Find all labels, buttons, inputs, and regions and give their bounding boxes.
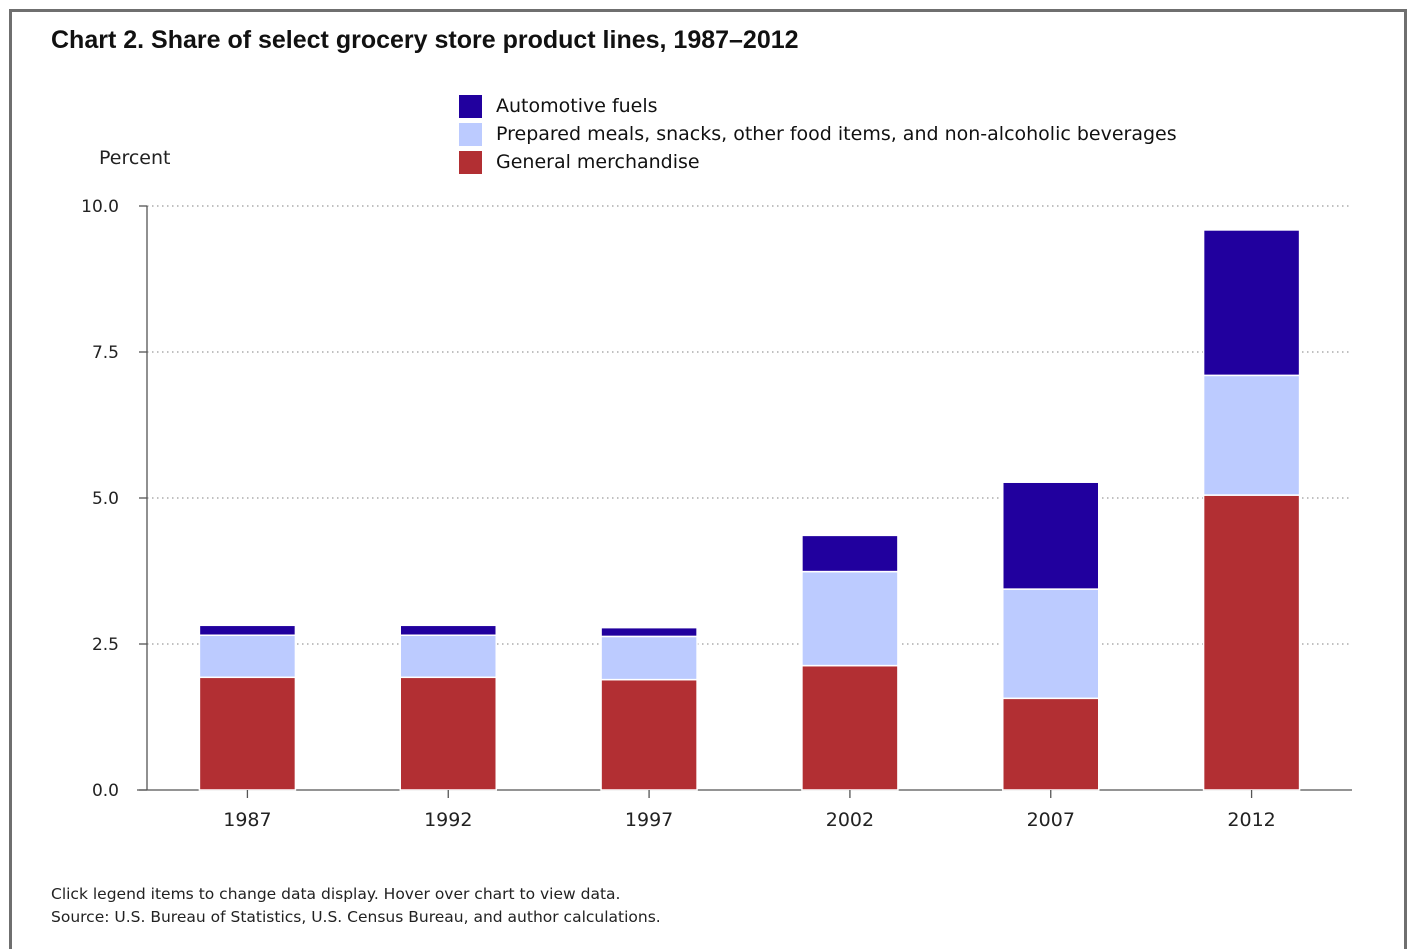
y-tick-label: 5.0 <box>92 489 119 509</box>
bar-prepared-meals-1997[interactable] <box>600 635 698 681</box>
x-tick-label: 1987 <box>223 809 271 831</box>
bar-general-merchandise-1987[interactable] <box>198 676 297 791</box>
x-tick-label: 1997 <box>625 809 673 831</box>
x-tick-label: 2007 <box>1027 809 1075 831</box>
legend-label-automotive-fuels: Automotive fuels <box>496 95 658 117</box>
bar-automotive-fuels-2012[interactable] <box>1202 229 1301 377</box>
legend-swatch-prepared-meals <box>459 122 482 146</box>
bar-prepared-meals-1992[interactable] <box>399 634 497 679</box>
bar-automotive-fuels-1987[interactable] <box>198 624 297 636</box>
bar-general-merchandise-2002[interactable] <box>801 664 899 791</box>
bar-prepared-meals-2002[interactable] <box>801 570 899 667</box>
bar-automotive-fuels-1992[interactable] <box>399 624 497 636</box>
legend-swatch-general-merchandise <box>459 150 482 174</box>
x-tick-label: 2002 <box>826 809 874 831</box>
bar-general-merchandise-1997[interactable] <box>600 678 698 791</box>
legend-item-prepared-meals[interactable]: Prepared meals, snacks, other food items… <box>459 120 1177 148</box>
bar-prepared-meals-2007[interactable] <box>1002 588 1100 700</box>
y-tick-label: 2.5 <box>92 635 119 655</box>
y-tick-label: 10.0 <box>81 197 119 217</box>
bar-automotive-fuels-2002[interactable] <box>801 534 899 573</box>
chart-frame <box>9 9 1407 949</box>
legend-item-general-merchandise[interactable]: General merchandise <box>459 148 1177 176</box>
bar-prepared-meals-1987[interactable] <box>198 634 297 679</box>
x-tick-label: 1992 <box>424 809 472 831</box>
legend-label-prepared-meals: Prepared meals, snacks, other food items… <box>496 123 1177 145</box>
legend-swatch-automotive-fuels <box>459 94 482 118</box>
bar-prepared-meals-2012[interactable] <box>1202 374 1301 496</box>
chart-legend: Automotive fuels Prepared meals, snacks,… <box>459 92 1177 176</box>
bar-general-merchandise-2012[interactable] <box>1202 494 1301 791</box>
source-note: Source: U.S. Bureau of Statistics, U.S. … <box>51 908 661 926</box>
interaction-note: Click legend items to change data displa… <box>51 885 621 903</box>
x-tick-label: 2012 <box>1227 809 1275 831</box>
chart-title: Chart 2. Share of select grocery store p… <box>51 26 799 54</box>
y-tick-label: 7.5 <box>92 343 119 363</box>
bar-general-merchandise-1992[interactable] <box>399 676 497 791</box>
legend-item-automotive-fuels[interactable]: Automotive fuels <box>459 92 1177 120</box>
y-tick-label: 0.0 <box>92 781 119 801</box>
y-axis-unit-label: Percent <box>99 147 171 169</box>
bar-general-merchandise-2007[interactable] <box>1002 697 1100 791</box>
legend-label-general-merchandise: General merchandise <box>496 151 700 173</box>
bar-automotive-fuels-2007[interactable] <box>1002 481 1100 590</box>
bar-automotive-fuels-1997[interactable] <box>600 626 698 638</box>
